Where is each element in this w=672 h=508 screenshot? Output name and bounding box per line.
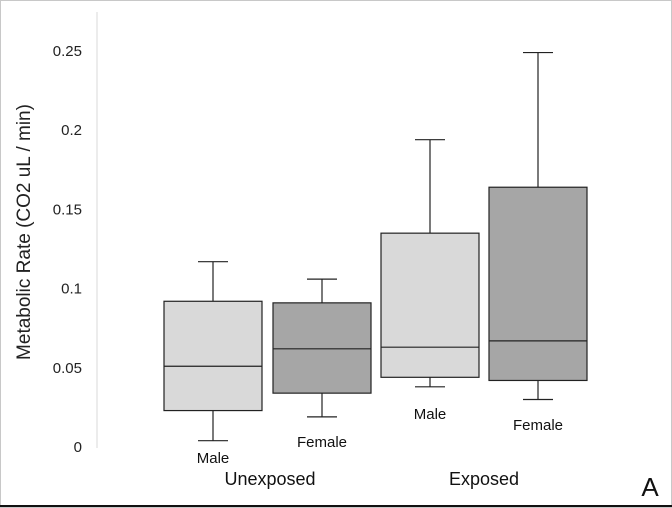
y-tick-label: 0 (74, 439, 82, 456)
box-label: Female (513, 417, 563, 434)
box-label: Male (414, 406, 447, 423)
y-tick-label: 0.15 (53, 201, 82, 218)
box-1 (163, 261, 263, 442)
iqr-box (272, 302, 372, 394)
box-4 (488, 51, 588, 401)
box-label: Female (297, 434, 347, 451)
iqr-box (488, 186, 588, 382)
y-axis-label: Metabolic Rate (CO2 uL / min) (14, 104, 35, 360)
y-tick-label: 0.1 (61, 281, 82, 298)
y-tick-label: 0.25 (53, 43, 82, 60)
box-label: Male (197, 450, 230, 467)
box-2 (272, 278, 372, 418)
box-labels: Male Female Male Female (197, 406, 563, 467)
group-label-exposed: Exposed (449, 469, 519, 489)
iqr-box (380, 232, 480, 378)
y-tick-labels: 0 0.05 0.1 0.15 0.2 0.25 (53, 43, 82, 456)
y-tick-label: 0.05 (53, 360, 82, 377)
box-3 (380, 139, 480, 388)
y-tick-label: 0.2 (61, 122, 82, 139)
panel-label: A (641, 472, 659, 502)
iqr-box (163, 300, 263, 412)
group-labels: Unexposed Exposed (224, 469, 519, 489)
group-label-unexposed: Unexposed (224, 469, 315, 489)
boxes (163, 51, 588, 442)
